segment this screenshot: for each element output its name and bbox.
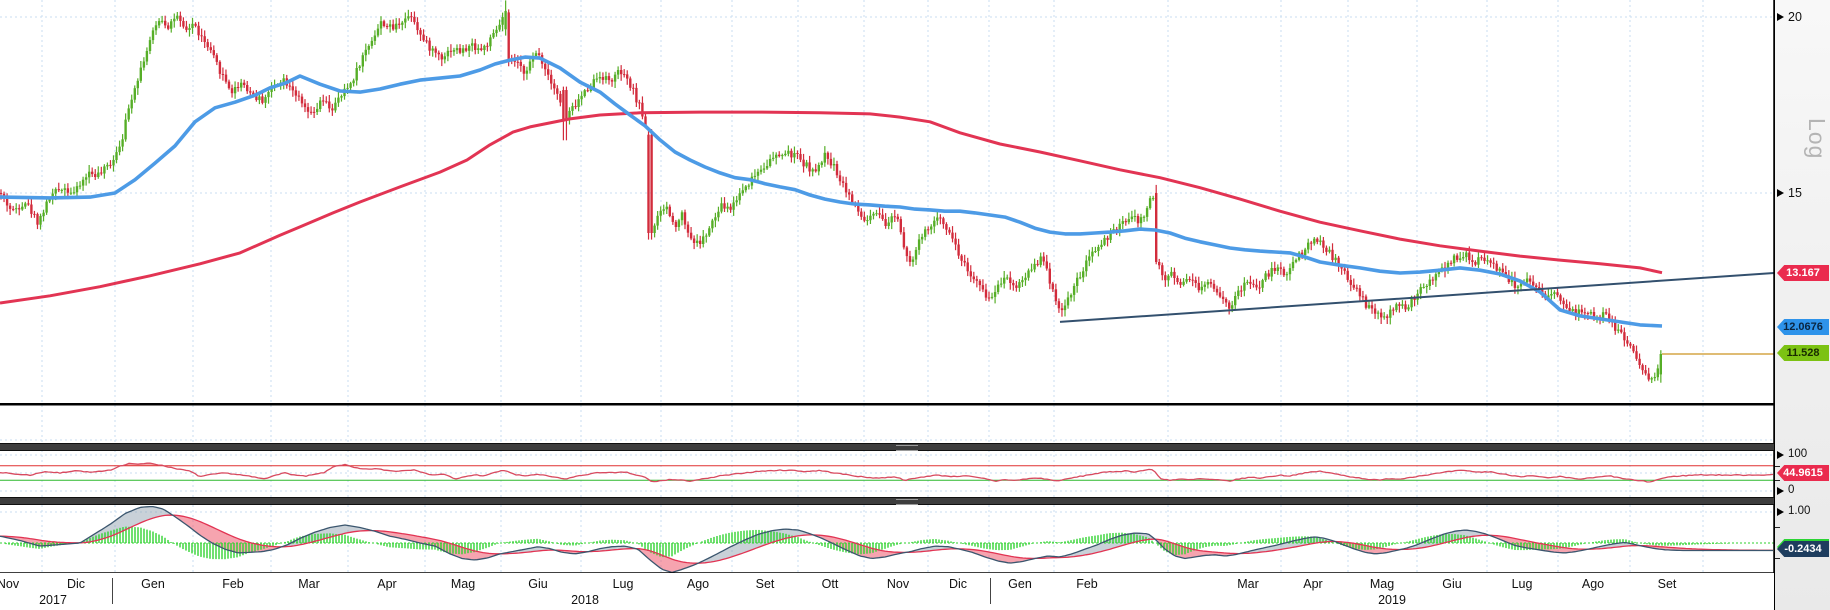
gridlines	[0, 0, 1774, 573]
axis-tick-icon	[1775, 466, 1780, 467]
panel-splitter[interactable]	[0, 497, 1830, 505]
x-axis-month-label: Gen	[141, 577, 165, 591]
macd-panel	[0, 505, 1774, 573]
trendline[interactable]	[1059, 272, 1774, 323]
x-axis-month-label: Giu	[1442, 577, 1462, 591]
panel-splitter[interactable]	[0, 443, 1830, 451]
axis-tick-icon	[1775, 480, 1780, 481]
splitter-grip-icon[interactable]	[896, 445, 918, 451]
price-tick-label: 20	[1788, 10, 1802, 24]
x-axis-month-label: Apr	[377, 577, 397, 591]
x-axis-month-label: Mar	[298, 577, 320, 591]
axis-tick-icon	[1777, 451, 1784, 459]
x-axis-month-label: Dic	[66, 577, 86, 591]
x-axis-month-label: Giu	[528, 577, 548, 591]
overlay-lines	[0, 55, 1774, 355]
year-separator	[112, 578, 113, 604]
x-axis-month-label: Mag	[1369, 577, 1395, 591]
x-axis-month-label: Set	[755, 577, 775, 591]
x-axis-month-label: Apr	[1303, 577, 1323, 591]
x-axis-month-label: Dic	[948, 577, 968, 591]
x-axis-month-label: Ott	[821, 577, 839, 591]
x-axis-month-label: Mar	[1237, 577, 1259, 591]
splitter-grip-icon[interactable]	[896, 499, 918, 505]
x-axis-month-label: Nov	[886, 577, 910, 591]
x-axis-month-label: Set	[1657, 577, 1677, 591]
macd-line	[0, 505, 1773, 573]
x-axis-month-label: Lug	[1511, 577, 1533, 591]
x-axis-month-label: Mag	[450, 577, 476, 591]
rsi-value-tag: 44.9615	[1777, 465, 1829, 481]
ma-slow-line	[0, 110, 1663, 305]
macd-signal-line	[0, 514, 1774, 564]
axis-tick-icon	[1777, 508, 1784, 516]
ma-fast-line	[0, 55, 1663, 328]
last-price-tag: 11.528	[1777, 345, 1829, 361]
rsi-top-label: 100	[1788, 448, 1808, 460]
ma-fast-price-tag: 12.0676	[1777, 319, 1829, 335]
x-axis-year-label: 2018	[571, 593, 599, 607]
axis-tick-icon	[1775, 558, 1780, 559]
x-axis-month-label: Gen	[1008, 577, 1032, 591]
rsi-panel	[0, 462, 1774, 483]
axis-tick-icon	[1777, 487, 1784, 495]
x-axis-month-label: Ago	[1581, 577, 1605, 591]
x-axis-month-label: Feb	[1076, 577, 1098, 591]
x-axis[interactable]: Nov Dic Gen Feb Mar Apr Mag Giu Lug Ago Set Ott Nov D…	[0, 573, 1774, 610]
candles-layer	[0, 0, 1662, 383]
macd-top-label: 1.00	[1788, 505, 1811, 517]
x-axis-month-label: Nov	[0, 577, 20, 591]
rsi-bottom-label: 0	[1788, 484, 1795, 496]
x-axis-month-label: Lug	[612, 577, 634, 591]
ma-slow-price-tag: 13.167	[1777, 265, 1829, 281]
axis-tick-icon	[1775, 527, 1780, 528]
price-axis[interactable]: 20 15 Log 13.167 12.0676 11.528 100 44.9…	[1774, 0, 1830, 610]
axis-tick-icon	[1777, 189, 1784, 197]
year-separator	[990, 578, 991, 604]
x-axis-month-label: Ago	[686, 577, 710, 591]
x-axis-year-label: 2017	[39, 593, 67, 607]
log-scale-label: Log	[1804, 118, 1830, 160]
price-tick-label: 15	[1788, 186, 1802, 200]
axis-tick-icon	[1777, 13, 1784, 21]
x-axis-year-label: 2019	[1378, 593, 1406, 607]
macd-value-tag: -0.2434	[1777, 541, 1829, 557]
x-axis-month-label: Feb	[222, 577, 244, 591]
